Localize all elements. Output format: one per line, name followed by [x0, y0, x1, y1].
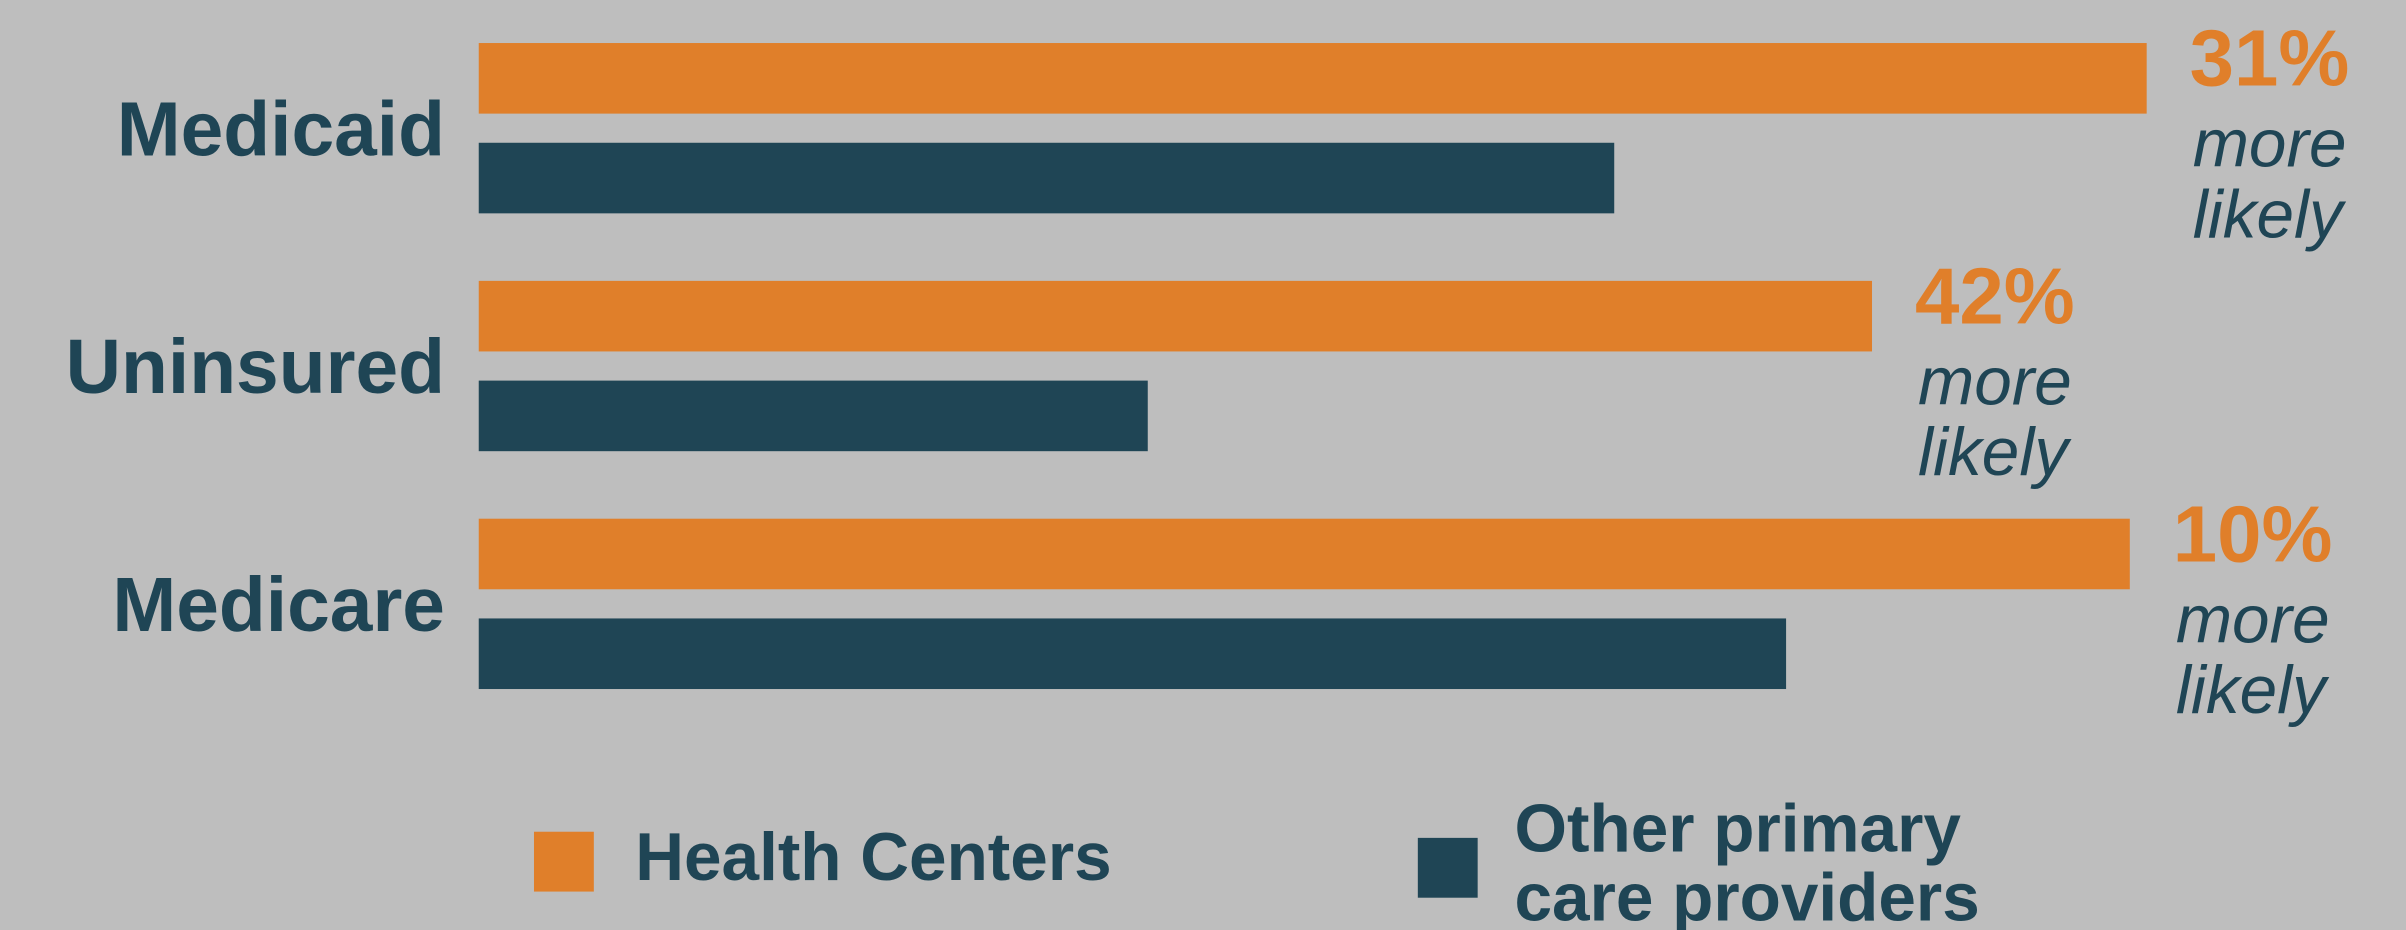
annotation-text: more: [1918, 345, 2072, 420]
bar: [478, 380, 1148, 452]
legend-label: Other primary care providers: [1514, 791, 1979, 930]
legend-label-line: Other primary: [1514, 791, 1961, 866]
annotation-value: 42%: [1915, 251, 2075, 340]
category-label: Medicaid: [117, 87, 445, 172]
annotation-text: more: [2193, 107, 2347, 182]
bar: [478, 518, 2130, 590]
bar: [478, 43, 2147, 114]
legend-swatch: [533, 831, 594, 892]
annotation-text: likely: [2176, 653, 2330, 728]
annotation-text: likely: [2193, 177, 2347, 252]
annotation-value: 31%: [2190, 14, 2350, 103]
annotation-value: 10%: [2173, 489, 2333, 578]
annotation-text: likely: [1918, 415, 2072, 490]
category-label: Uninsured: [66, 325, 445, 410]
bar: [478, 142, 1615, 214]
legend-swatch: [1417, 837, 1478, 898]
bar: [478, 280, 1873, 352]
legend-label-line: care providers: [1514, 860, 1979, 930]
bar: [478, 618, 1787, 690]
annotation-text: more: [2176, 582, 2330, 657]
legend-label: Health Centers: [635, 820, 1111, 895]
category-label: Medicare: [112, 563, 445, 648]
